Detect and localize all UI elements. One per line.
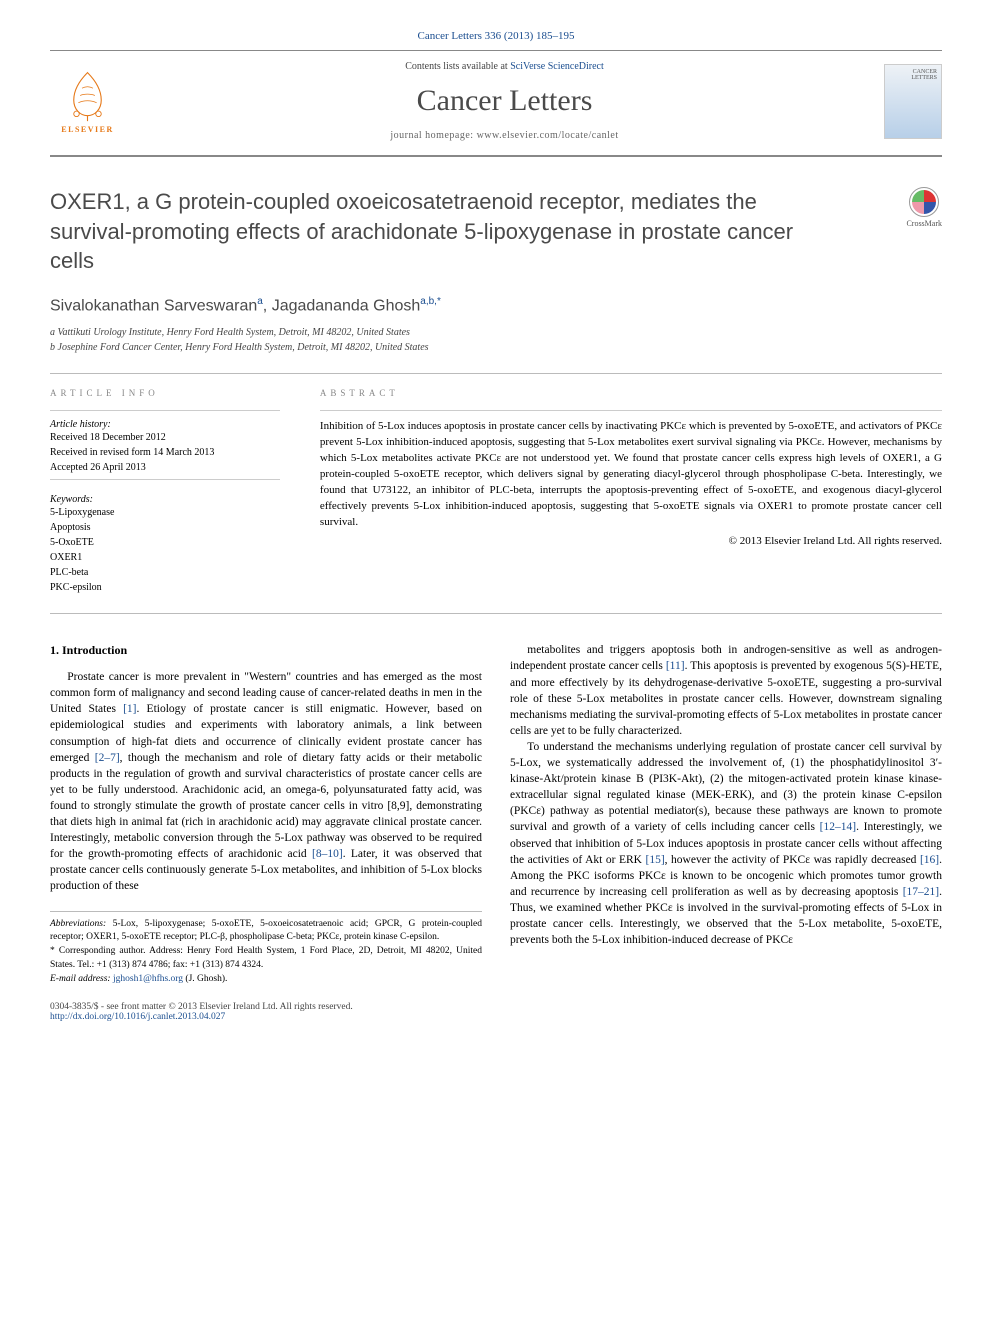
email-line: E-mail address: jghosh1@hfhs.org (J. Gho… (50, 973, 482, 987)
homepage-url[interactable]: www.elsevier.com/locate/canlet (477, 130, 619, 141)
author-2-marks: a,b,* (420, 296, 441, 307)
divider-top (50, 373, 942, 374)
elsevier-tree-icon (60, 68, 115, 123)
keywords-label: Keywords: (50, 494, 292, 505)
article-info: ARTICLE INFO Article history: Received 1… (50, 388, 292, 595)
article-info-label: ARTICLE INFO (50, 388, 292, 398)
history-label: Article history: (50, 419, 292, 430)
info-rule-1 (50, 410, 280, 411)
keyword-4: OXER1 (50, 550, 292, 565)
title-row: OXER1, a G protein-coupled oxoeicosatetr… (50, 187, 942, 296)
divider-bottom (50, 613, 942, 614)
body-para-2: metabolites and triggers apoptosis both … (510, 642, 942, 739)
doi-link[interactable]: http://dx.doi.org/10.1016/j.canlet.2013.… (50, 1012, 225, 1022)
corr-label: * Corresponding author. (50, 946, 146, 956)
footer-left: 0304-3835/$ - see front matter © 2013 El… (50, 1002, 353, 1022)
masthead: ELSEVIER Contents lists available at Sci… (50, 55, 942, 151)
history-revised: Received in revised form 14 March 2013 (50, 445, 292, 460)
issn-line: 0304-3835/$ - see front matter © 2013 El… (50, 1002, 353, 1012)
affiliations: a Vattikuti Urology Institute, Henry For… (50, 325, 942, 355)
body-para-3: To understand the mechanisms underlying … (510, 739, 942, 948)
keyword-1: 5-Lipoxygenase (50, 505, 292, 520)
author-1-marks: a (257, 296, 263, 307)
abstract-rule (320, 410, 942, 411)
homepage-line: journal homepage: www.elsevier.com/locat… (125, 130, 884, 141)
author-1: Sivalokanathan Sarveswaran (50, 297, 257, 314)
elsevier-brand: ELSEVIER (61, 125, 113, 134)
masthead-bottom-rule (50, 155, 942, 157)
abbrev-label: Abbreviations: (50, 919, 106, 929)
sciencedirect-link[interactable]: SciVerse ScienceDirect (510, 61, 604, 72)
crossmark-icon (909, 187, 939, 217)
page-footer: 0304-3835/$ - see front matter © 2013 El… (50, 1002, 942, 1022)
introduction-heading: 1. Introduction (50, 642, 482, 659)
history-accepted: Accepted 26 April 2013 (50, 460, 292, 475)
abbrev-text: 5-Lox, 5-lipoxygenase; 5-oxoETE, 5-oxoei… (50, 919, 482, 943)
abbreviations: Abbreviations: 5-Lox, 5-lipoxygenase; 5-… (50, 918, 482, 946)
history-received: Received 18 December 2012 (50, 430, 292, 445)
abstract: ABSTRACT Inhibition of 5-Lox induces apo… (320, 388, 942, 595)
abstract-label: ABSTRACT (320, 388, 942, 398)
info-abstract-row: ARTICLE INFO Article history: Received 1… (50, 388, 942, 595)
journal-name: Cancer Letters (125, 84, 884, 118)
journal-cover-thumbnail[interactable]: CANCER LETTERS (884, 64, 942, 139)
email-label: E-mail address: (50, 974, 111, 984)
homepage-prefix: journal homepage: (390, 130, 476, 141)
keyword-3: 5-OxoETE (50, 535, 292, 550)
cover-line2: LETTERS (889, 75, 937, 81)
affiliation-b: b Josephine Ford Cancer Center, Henry Fo… (50, 340, 942, 355)
abstract-copyright: © 2013 Elsevier Ireland Ltd. All rights … (320, 535, 942, 547)
masthead-center: Contents lists available at SciVerse Sci… (125, 61, 884, 141)
footnotes: Abbreviations: 5-Lox, 5-lipoxygenase; 5-… (50, 911, 482, 987)
crossmark-label: CrossMark (906, 219, 942, 228)
email-name: (J. Ghosh). (183, 974, 227, 984)
article-title: OXER1, a G protein-coupled oxoeicosatetr… (50, 187, 810, 276)
affiliation-a: a Vattikuti Urology Institute, Henry For… (50, 325, 942, 340)
top-rule (50, 50, 942, 51)
keyword-2: Apoptosis (50, 520, 292, 535)
corresponding-author: * Corresponding author. Address: Henry F… (50, 945, 482, 973)
authors: Sivalokanathan Sarveswarana, Jagadananda… (50, 296, 942, 315)
keyword-6: PKC-epsilon (50, 580, 292, 595)
keyword-5: PLC-beta (50, 565, 292, 580)
elsevier-logo[interactable]: ELSEVIER (50, 68, 125, 134)
contents-line: Contents lists available at SciVerse Sci… (125, 61, 884, 72)
body-columns: 1. Introduction Prostate cancer is more … (50, 642, 942, 986)
body-para-1: Prostate cancer is more prevalent in "We… (50, 669, 482, 894)
contents-prefix: Contents lists available at (405, 61, 510, 72)
author-2: Jagadananda Ghosh (272, 297, 421, 314)
info-rule-2 (50, 479, 280, 480)
abstract-text: Inhibition of 5-Lox induces apoptosis in… (320, 419, 942, 531)
email-link[interactable]: jghosh1@hfhs.org (113, 974, 183, 984)
crossmark-badge[interactable]: CrossMark (906, 187, 942, 228)
citation-header: Cancer Letters 336 (2013) 185–195 (50, 30, 942, 42)
